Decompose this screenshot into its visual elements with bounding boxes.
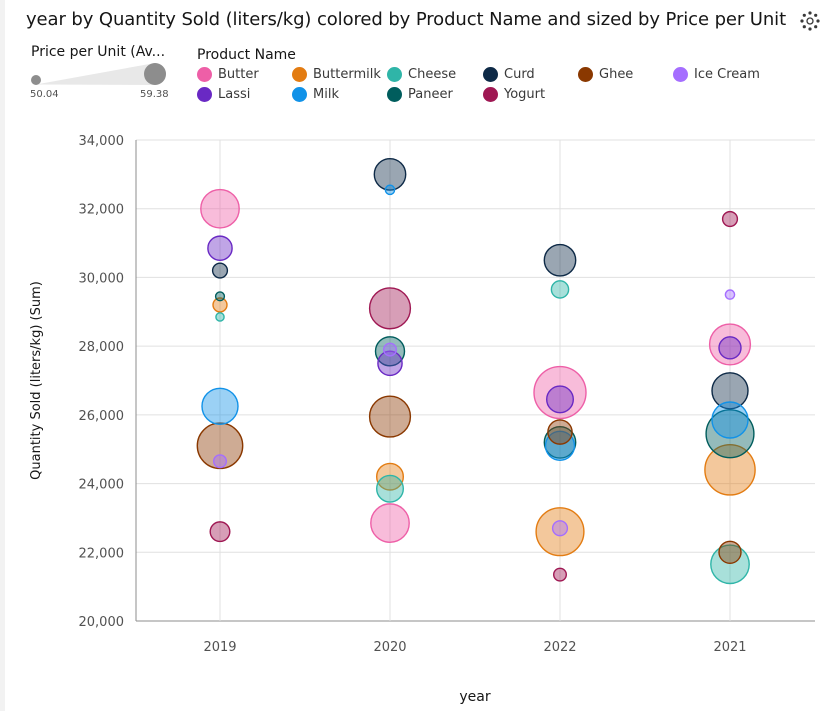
legend-item-buttermilk[interactable]: Buttermilk (292, 67, 381, 82)
legend-label-paneer: Paneer (408, 87, 453, 102)
legend-label-lassi: Lassi (218, 87, 251, 102)
settings-icon[interactable] (799, 10, 821, 32)
data-point-butter-2022 (533, 365, 587, 420)
data-point-paneer-2022 (543, 425, 577, 459)
legend-swatch-paneer (387, 87, 402, 102)
data-point-milk-2019 (201, 387, 239, 425)
data-point-buttermilk-2022 (535, 507, 585, 557)
x-tick-label: 2021 (713, 640, 746, 655)
legend-swatch-butter (197, 67, 212, 82)
data-point-cheese-2021 (710, 544, 750, 585)
legend-label-milk: Milk (313, 87, 339, 102)
legend-swatch-cheese (387, 67, 402, 82)
data-point-butter-2020 (370, 503, 410, 543)
legend-item-lassi[interactable]: Lassi (197, 87, 250, 102)
y-tick-label: 34,000 (79, 134, 125, 149)
legend-swatch-ghee (578, 67, 593, 82)
data-point-cheese-2022 (550, 280, 570, 299)
legend-item-ghee[interactable]: Ghee (578, 67, 633, 82)
y-tick-label: 22,000 (79, 546, 125, 561)
data-point-ice-cream-2020 (383, 342, 398, 357)
data-point-lassi-2020 (377, 350, 403, 377)
legend-swatch-lassi (197, 87, 212, 102)
legend-label-yogurt: Yogurt (504, 87, 546, 102)
data-point-ice-cream-2019 (212, 454, 227, 469)
legend-label-ghee: Ghee (599, 67, 634, 82)
data-point-ghee-2022 (547, 419, 573, 445)
data-point-curd-2021 (711, 372, 749, 410)
data-point-curd-2022 (543, 243, 577, 277)
data-point-paneer-2021 (705, 409, 755, 459)
size-legend-title: Price per Unit (Av... (31, 44, 166, 60)
legend-label-ice-cream: Ice Cream (694, 67, 760, 82)
legend-item-butter[interactable]: Butter (197, 67, 259, 82)
data-point-ghee-2019 (196, 422, 244, 470)
legend-label-butter: Butter (218, 67, 259, 82)
legend-item-cheese[interactable]: Cheese (387, 67, 456, 82)
data-point-curd-2019 (211, 262, 229, 279)
data-point-curd-2020 (373, 157, 407, 191)
x-axis-title: year (459, 689, 490, 705)
y-tick-label: 26,000 (79, 409, 125, 424)
data-point-ghee-2020 (368, 395, 412, 438)
color-legend-title: Product Name (197, 47, 296, 63)
legend-label-buttermilk: Buttermilk (313, 67, 381, 82)
legend-swatch-buttermilk (292, 67, 307, 82)
y-tick-label: 30,000 (79, 271, 125, 286)
legend-swatch-curd (483, 67, 498, 82)
data-point-yogurt-2019 (209, 521, 231, 543)
data-point-cheese-2020 (376, 474, 405, 503)
data-point-paneer-2019 (214, 291, 226, 302)
x-tick-label: 2020 (373, 640, 406, 655)
legend-swatch-milk (292, 87, 307, 102)
x-tick-label: 2022 (543, 640, 576, 655)
y-tick-label: 32,000 (79, 203, 125, 218)
data-point-ghee-2021 (718, 540, 742, 564)
data-point-ice-cream-2022 (551, 520, 569, 537)
data-point-yogurt-2020 (368, 287, 412, 330)
x-tick-label: 2019 (203, 640, 236, 655)
data-point-ice-cream-2021 (724, 289, 736, 300)
size-legend-min-circle (31, 75, 41, 85)
data-point-buttermilk-2020 (376, 462, 405, 491)
size-legend-wedge (36, 63, 166, 85)
y-tick-label: 28,000 (79, 340, 125, 355)
data-point-milk-2022 (544, 430, 576, 461)
data-point-lassi-2022 (546, 385, 575, 414)
size-legend-graphic (31, 63, 166, 85)
y-tick-label: 20,000 (79, 615, 125, 630)
data-point-yogurt-2021 (721, 210, 739, 228)
legend-swatch-ice-cream (673, 67, 688, 82)
size-legend-min-label: 50.04 (30, 89, 59, 100)
data-point-butter-2021 (708, 323, 752, 366)
size-legend-max-label: 59.38 (140, 89, 169, 100)
data-point-buttermilk-2021 (704, 444, 756, 496)
legend-label-curd: Curd (504, 67, 535, 82)
data-point-milk-2021 (711, 401, 749, 439)
data-point-lassi-2019 (207, 235, 233, 262)
data-point-butter-2019 (200, 188, 240, 229)
y-axis-title: Quantity Sold (liters/kg) (Sum) (29, 281, 44, 480)
legend-item-milk[interactable]: Milk (292, 87, 339, 102)
data-point-milk-2020 (384, 184, 396, 196)
data-point-cheese-2019 (215, 312, 225, 322)
data-point-buttermilk-2019 (212, 297, 228, 313)
legend-label-cheese: Cheese (408, 67, 457, 82)
legend-item-yogurt[interactable]: Yogurt (483, 87, 545, 102)
legend-item-ice-cream[interactable]: Ice Cream (673, 67, 760, 82)
data-point-yogurt-2022 (553, 567, 568, 582)
legend-item-curd[interactable]: Curd (483, 67, 535, 82)
y-tick-label: 24,000 (79, 478, 125, 493)
size-legend-max-circle (144, 63, 166, 85)
legend-item-paneer[interactable]: Paneer (387, 87, 453, 102)
left-edge-border (0, 0, 5, 711)
chart-title: year by Quantity Sold (liters/kg) colore… (26, 9, 787, 30)
legend-swatch-yogurt (483, 87, 498, 102)
data-point-lassi-2021 (718, 336, 742, 360)
